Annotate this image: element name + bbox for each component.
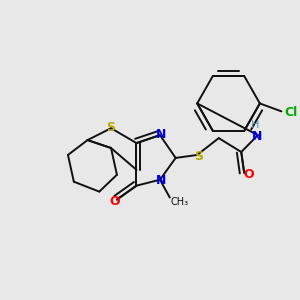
Text: N: N	[156, 128, 166, 141]
Text: Cl: Cl	[284, 106, 298, 119]
Text: N: N	[252, 130, 262, 142]
Text: S: S	[194, 150, 203, 164]
Text: CH₃: CH₃	[170, 196, 189, 206]
Text: O: O	[244, 168, 254, 181]
Text: H: H	[251, 120, 259, 130]
Text: S: S	[106, 121, 116, 134]
Text: N: N	[156, 174, 166, 187]
Text: O: O	[110, 195, 120, 208]
